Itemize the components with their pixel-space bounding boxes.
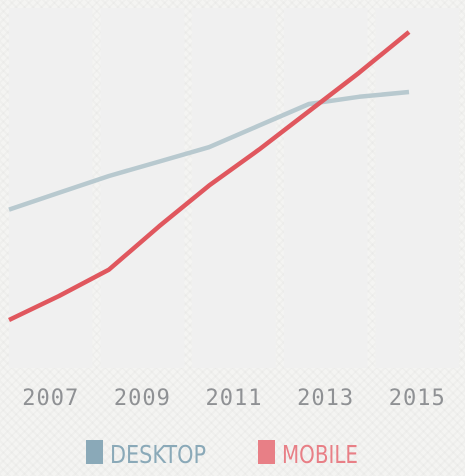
plot-column-2009	[100, 8, 185, 368]
x-tick-label-2011: 2011	[206, 386, 263, 411]
legend: DESKTOP MOBILE	[86, 440, 358, 469]
series-line-mobile	[8, 30, 411, 323]
series-line-desktop	[8, 89, 410, 212]
legend-label-desktop: DESKTOP	[110, 440, 206, 469]
series-layer	[8, 30, 411, 323]
plot-column-2013	[283, 8, 368, 368]
plot-columns	[9, 8, 459, 368]
x-tick-label-2007: 2007	[22, 386, 79, 411]
x-tick-label-2009: 2009	[114, 386, 171, 411]
x-tick-label-2015: 2015	[389, 386, 446, 411]
x-axis-tick-labels: 2007 2009 2011 2013 2015	[22, 386, 446, 411]
plot-column-2015	[375, 8, 459, 368]
x-tick-label-2013: 2013	[297, 386, 354, 411]
legend-label-mobile: MOBILE	[282, 440, 358, 469]
legend-swatch-desktop	[86, 440, 103, 464]
legend-swatch-mobile	[258, 440, 275, 464]
